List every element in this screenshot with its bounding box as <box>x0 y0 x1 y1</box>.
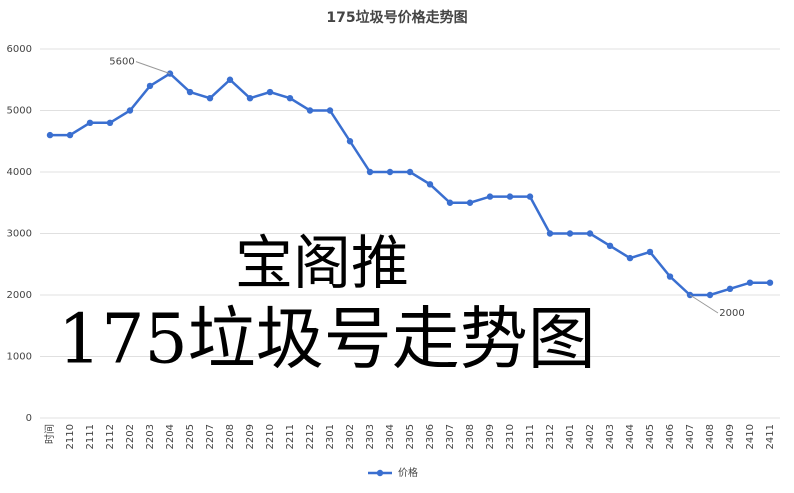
x-tick-label: 2309 <box>485 424 496 449</box>
point <box>406 168 414 176</box>
point <box>266 88 274 96</box>
x-tick-label: 2207 <box>205 424 216 449</box>
y-tick-label: 5000 <box>7 106 32 117</box>
point <box>226 76 234 83</box>
point <box>346 138 354 145</box>
x-tick-label: 2403 <box>605 424 616 449</box>
point <box>466 199 474 206</box>
point <box>106 119 114 127</box>
x-tick-label: 2209 <box>245 424 256 449</box>
x-tick-label: 2409 <box>725 424 736 449</box>
point <box>526 193 534 200</box>
point <box>146 82 154 90</box>
x-tick-label: 2404 <box>625 424 636 449</box>
point <box>86 119 94 127</box>
point <box>306 107 314 114</box>
point <box>646 248 654 256</box>
y-tick-label: 3000 <box>7 229 32 240</box>
x-tick-label: 2202 <box>125 424 136 449</box>
point <box>726 285 734 293</box>
x-tick-label: 2402 <box>585 424 596 449</box>
y-tick-label: 1000 <box>7 352 32 363</box>
x-tick-label: 2406 <box>665 424 676 449</box>
x-tick-label: 2411 <box>765 424 776 449</box>
x-tick-label: 2203 <box>145 424 156 449</box>
point <box>66 131 74 139</box>
x-tick-label: 2301 <box>325 424 336 449</box>
x-tick-label: 2211 <box>285 424 296 449</box>
point <box>666 273 674 280</box>
point <box>566 230 574 237</box>
watermark: 宝阁推 <box>235 229 409 297</box>
point <box>166 70 174 77</box>
x-tick-label: 2405 <box>645 424 656 449</box>
y-tick-label: 2000 <box>7 290 32 301</box>
annotation-leader <box>689 294 719 314</box>
x-tick-label: 2302 <box>345 424 356 449</box>
x-tick-label: 2408 <box>705 424 716 449</box>
point <box>766 279 774 286</box>
x-tick-label: 2310 <box>505 424 516 449</box>
annotation-leader <box>135 61 171 75</box>
x-tick-label: 2212 <box>305 424 316 449</box>
point <box>586 230 594 237</box>
watermark: 175垃圾号走势图 <box>58 301 596 380</box>
legend-marker <box>376 469 384 477</box>
point <box>506 193 514 200</box>
x-tick-label: 2303 <box>365 424 376 449</box>
x-tick-label: 2111 <box>85 424 96 449</box>
x-tick-label: 2110 <box>65 424 76 449</box>
x-tick-label: 2112 <box>105 424 116 449</box>
x-tick-label: 2407 <box>685 424 696 449</box>
x-tick-label: 2210 <box>265 424 276 449</box>
annotation: 2000 <box>719 308 744 319</box>
x-tick-label: 2307 <box>445 424 456 449</box>
x-tick-label: 2311 <box>525 424 536 449</box>
x-tick-label: 2312 <box>545 424 556 449</box>
x-tick-label: 2306 <box>425 424 436 449</box>
x-tick-label: 2304 <box>385 424 396 449</box>
x-tick-label: 2308 <box>465 424 476 449</box>
point <box>286 95 294 102</box>
y-tick-label: 0 <box>26 413 32 424</box>
x-tick-label: 时间 <box>43 424 56 444</box>
annotation: 5600 <box>109 57 134 68</box>
point <box>246 95 254 102</box>
point <box>326 107 334 114</box>
chart-title: 175垃圾号价格走势图 <box>326 9 467 26</box>
x-tick-label: 2401 <box>565 424 576 449</box>
point <box>606 242 614 249</box>
point <box>386 168 394 176</box>
y-tick-label: 6000 <box>7 44 32 55</box>
legend-label: 价格 <box>398 466 418 479</box>
point <box>486 193 494 200</box>
x-tick-label: 2205 <box>185 424 196 449</box>
point <box>626 254 634 262</box>
point <box>706 291 714 299</box>
x-tick-label: 2204 <box>165 424 176 449</box>
point <box>546 230 554 237</box>
line <box>50 72 770 297</box>
point <box>746 279 754 286</box>
y-tick-label: 4000 <box>7 167 32 178</box>
point <box>426 181 434 188</box>
point <box>446 199 454 206</box>
point <box>206 95 214 102</box>
x-tick-label: 2410 <box>745 424 756 449</box>
point <box>186 88 194 96</box>
x-tick-label: 2208 <box>225 424 236 449</box>
point <box>366 168 374 176</box>
x-tick-label: 2305 <box>405 424 416 449</box>
point <box>126 107 134 114</box>
point <box>46 131 54 139</box>
